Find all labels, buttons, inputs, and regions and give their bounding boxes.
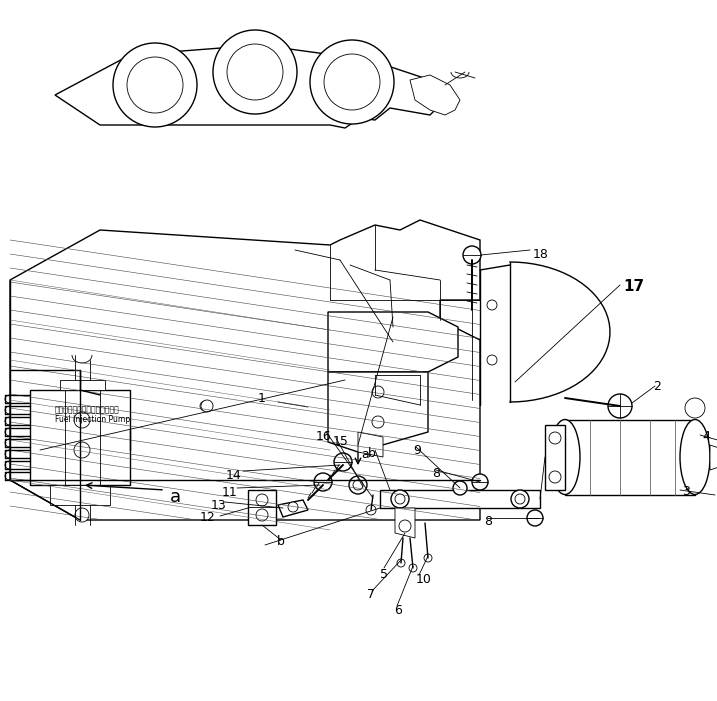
Circle shape xyxy=(201,400,213,412)
Circle shape xyxy=(527,510,543,526)
Polygon shape xyxy=(55,45,440,128)
Polygon shape xyxy=(328,312,458,372)
Text: a: a xyxy=(170,488,181,506)
Text: 11: 11 xyxy=(222,486,238,499)
Text: b: b xyxy=(368,447,376,460)
Circle shape xyxy=(608,394,632,418)
Circle shape xyxy=(74,442,90,458)
Text: 7: 7 xyxy=(367,588,375,601)
Circle shape xyxy=(288,502,298,512)
Polygon shape xyxy=(565,420,695,495)
Text: 2: 2 xyxy=(653,380,661,393)
Polygon shape xyxy=(50,485,110,505)
Circle shape xyxy=(310,40,394,124)
Circle shape xyxy=(227,44,283,100)
Circle shape xyxy=(200,401,210,411)
Circle shape xyxy=(549,432,561,444)
Text: 15: 15 xyxy=(333,435,349,448)
Circle shape xyxy=(511,490,529,508)
Circle shape xyxy=(366,505,376,515)
Circle shape xyxy=(127,57,183,113)
Circle shape xyxy=(463,246,481,264)
Text: 13: 13 xyxy=(211,499,227,512)
Circle shape xyxy=(74,412,90,428)
Circle shape xyxy=(213,30,297,114)
Circle shape xyxy=(334,453,352,471)
Circle shape xyxy=(324,54,380,110)
Text: a: a xyxy=(361,448,369,461)
Text: 4: 4 xyxy=(702,430,710,443)
Text: b: b xyxy=(277,535,285,548)
Circle shape xyxy=(472,474,488,490)
Text: 12: 12 xyxy=(200,511,216,524)
Circle shape xyxy=(515,494,525,504)
Text: 10: 10 xyxy=(416,573,432,586)
Text: 8: 8 xyxy=(432,467,440,480)
Text: 16: 16 xyxy=(316,430,332,443)
Polygon shape xyxy=(358,432,383,457)
Polygon shape xyxy=(30,390,130,485)
Text: 5: 5 xyxy=(380,568,388,581)
Circle shape xyxy=(487,355,497,365)
Polygon shape xyxy=(60,380,105,390)
Circle shape xyxy=(353,480,363,490)
Polygon shape xyxy=(710,445,717,470)
Circle shape xyxy=(349,476,367,494)
Circle shape xyxy=(256,509,268,521)
Text: 18: 18 xyxy=(533,248,549,261)
Text: 9: 9 xyxy=(413,444,421,457)
Polygon shape xyxy=(278,500,308,517)
Text: Fuel Injection Pump: Fuel Injection Pump xyxy=(55,415,130,424)
Circle shape xyxy=(256,494,268,506)
Polygon shape xyxy=(410,75,460,115)
Circle shape xyxy=(397,559,405,567)
Polygon shape xyxy=(395,508,415,538)
Circle shape xyxy=(391,490,409,508)
Text: 1: 1 xyxy=(258,393,266,405)
Text: 6: 6 xyxy=(394,604,402,617)
Circle shape xyxy=(75,508,89,522)
Polygon shape xyxy=(248,490,276,525)
Ellipse shape xyxy=(680,419,710,494)
Text: フェルインジェクションポンプ: フェルインジェクションポンプ xyxy=(55,405,120,414)
Circle shape xyxy=(113,43,197,127)
Circle shape xyxy=(453,481,467,495)
Polygon shape xyxy=(328,372,428,452)
Circle shape xyxy=(372,386,384,398)
Text: 3: 3 xyxy=(682,485,690,498)
Circle shape xyxy=(424,554,432,562)
Circle shape xyxy=(685,398,705,418)
Circle shape xyxy=(549,471,561,483)
Circle shape xyxy=(409,564,417,572)
Text: 17: 17 xyxy=(623,279,644,294)
Circle shape xyxy=(372,416,384,428)
Circle shape xyxy=(314,473,332,491)
Polygon shape xyxy=(380,490,540,508)
Circle shape xyxy=(395,494,405,504)
Ellipse shape xyxy=(550,419,580,494)
Text: 8: 8 xyxy=(484,515,492,528)
Circle shape xyxy=(487,300,497,310)
Text: 14: 14 xyxy=(226,469,242,482)
Polygon shape xyxy=(545,425,565,490)
Polygon shape xyxy=(10,220,480,520)
Circle shape xyxy=(399,520,411,532)
